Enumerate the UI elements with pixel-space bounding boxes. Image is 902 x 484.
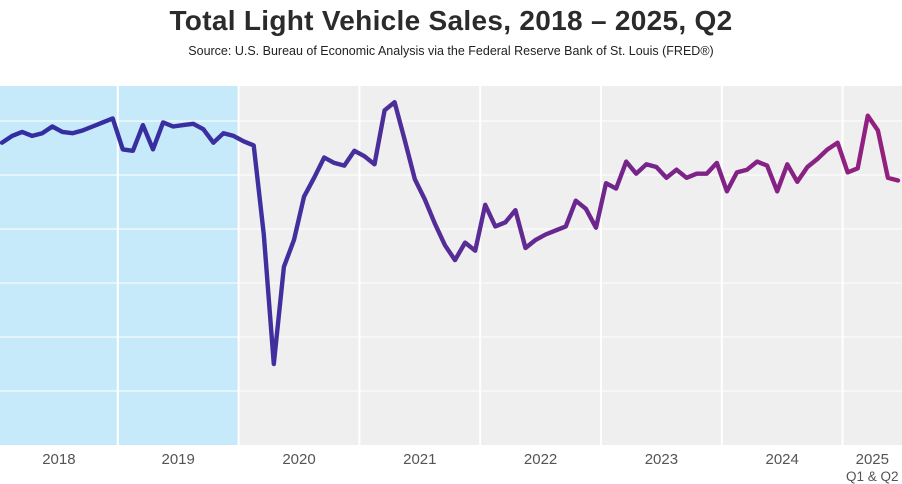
plot-area <box>0 86 902 445</box>
highlight-region-2018-2019 <box>0 86 239 445</box>
sales-line-chart <box>0 86 902 445</box>
x-axis-label-2025: 2025 Q1 & Q2 <box>846 451 899 484</box>
x-axis-year-text: 2024 <box>765 451 799 468</box>
x-axis-year-text: 2022 <box>523 451 558 468</box>
x-axis-year-text: 2021 <box>403 451 437 468</box>
x-axis-year-text: 2019 <box>161 451 195 468</box>
chart-subtitle: Source: U.S. Bureau of Economic Analysis… <box>188 44 714 58</box>
x-axis-year-text: 2018 <box>42 451 76 468</box>
x-axis: 2018 2019 2020 2021 2022 2023 2024 2025 Q1 & Q2 <box>0 447 902 484</box>
x-axis-year-text: 2020 <box>282 451 316 468</box>
x-axis-year-text: 2023 <box>644 451 679 468</box>
x-axis-sublabel-q1-q2: Q1 & Q2 <box>846 469 899 484</box>
x-axis-label-2023: 2023 <box>645 451 678 468</box>
x-axis-year-text: 2025 <box>855 451 889 468</box>
x-axis-label-2024: 2024 <box>766 451 799 468</box>
chart-title: Total Light Vehicle Sales, 2018 – 2025, … <box>169 5 733 36</box>
x-axis-label-2020: 2020 <box>282 451 315 468</box>
x-axis-label-2022: 2022 <box>524 451 557 468</box>
x-axis-label-2018: 2018 <box>42 451 75 468</box>
x-axis-label-2021: 2021 <box>403 451 436 468</box>
sales-line <box>0 100 901 367</box>
x-axis-label-2019: 2019 <box>162 451 195 468</box>
